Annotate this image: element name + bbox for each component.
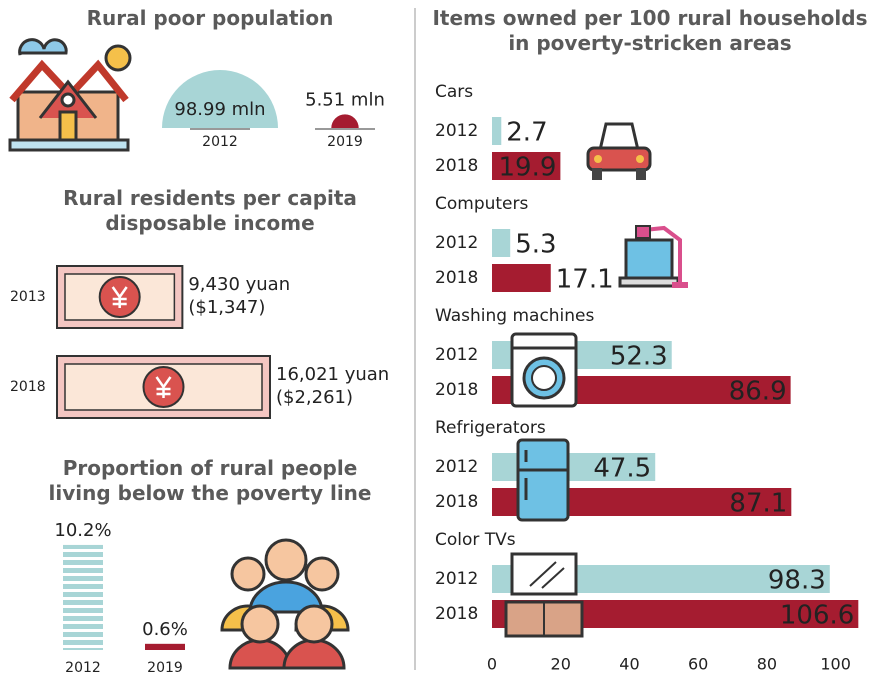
value-label: ($1,347) (188, 297, 265, 318)
x-tick-label: 2012 (202, 134, 238, 150)
value-label: 98.99 mln (174, 99, 265, 120)
value-label: 9,430 yuan (188, 274, 290, 295)
x-tick-label: 0 (487, 655, 497, 674)
chart-title: Proportion of rural people living below … (30, 456, 390, 506)
bar (63, 545, 103, 650)
category-label: Cars (435, 82, 473, 102)
value-label: 87.1 (729, 489, 787, 519)
washing-machine-icon (512, 334, 576, 406)
legend-label: 2012 (435, 233, 478, 253)
refrigerator-icon (518, 440, 568, 520)
tv-icon (506, 554, 582, 636)
chart-canvas: 201298.99 mln20195.51 mln20139,430 yuan(… (0, 0, 875, 679)
value-label: 5.3 (515, 230, 556, 260)
chart-title: Items owned per 100 rural households in … (430, 6, 870, 56)
category-label: Refrigerators (435, 418, 546, 438)
bar (492, 264, 551, 292)
x-tick-label: 20 (551, 655, 571, 674)
car-icon (588, 124, 650, 180)
value-label: 2.7 (506, 118, 547, 148)
category-label: Color TVs (435, 530, 516, 550)
people-icon (222, 540, 348, 668)
value-label: 5.51 mln (305, 89, 385, 110)
legend-label: 2012 (435, 569, 478, 589)
value-label: 86.9 (729, 377, 787, 407)
value-label: 52.3 (610, 342, 668, 372)
value-label: 17.1 (556, 265, 614, 295)
category-label: Computers (435, 194, 529, 214)
x-tick-label: 60 (688, 655, 708, 674)
value-label: 47.5 (593, 454, 651, 484)
x-tick-label: 40 (619, 655, 639, 674)
legend-label: 2018 (435, 380, 478, 400)
value-label: 10.2% (54, 520, 111, 541)
legend-label: 2012 (435, 121, 478, 141)
legend-label: 2018 (435, 492, 478, 512)
legend-label: 2018 (435, 156, 478, 176)
infographic: 201298.99 mln20195.51 mln20139,430 yuan(… (0, 0, 875, 679)
houses-icon (10, 40, 130, 150)
legend-label: 2018 (435, 604, 478, 624)
legend-label: 2018 (435, 268, 478, 288)
legend-label: 2012 (435, 345, 478, 365)
x-tick-label: 2019 (327, 134, 363, 150)
value-label: 98.3 (768, 566, 826, 596)
value-label: 16,021 yuan (276, 364, 389, 385)
bar (145, 644, 185, 650)
x-tick-label: 2019 (147, 660, 183, 676)
bar (492, 229, 510, 257)
bar (492, 117, 501, 145)
x-tick-label: 2012 (65, 660, 101, 676)
x-tick-label: 80 (757, 655, 777, 674)
x-tick-label: 2013 (10, 289, 46, 305)
chart-title: Rural poor population (40, 6, 380, 31)
legend-label: 2012 (435, 457, 478, 477)
semicircle (331, 114, 358, 128)
value-label: ($2,261) (276, 387, 353, 408)
x-tick-label: 2018 (10, 379, 46, 395)
x-tick-label: 100 (820, 655, 851, 674)
computer-icon (620, 226, 688, 288)
value-label: 106.6 (780, 601, 854, 631)
value-label: 0.6% (142, 619, 188, 640)
value-label: 19.9 (498, 153, 556, 183)
category-label: Washing machines (435, 306, 595, 326)
chart-title: Rural residents per capita disposable in… (40, 186, 380, 236)
